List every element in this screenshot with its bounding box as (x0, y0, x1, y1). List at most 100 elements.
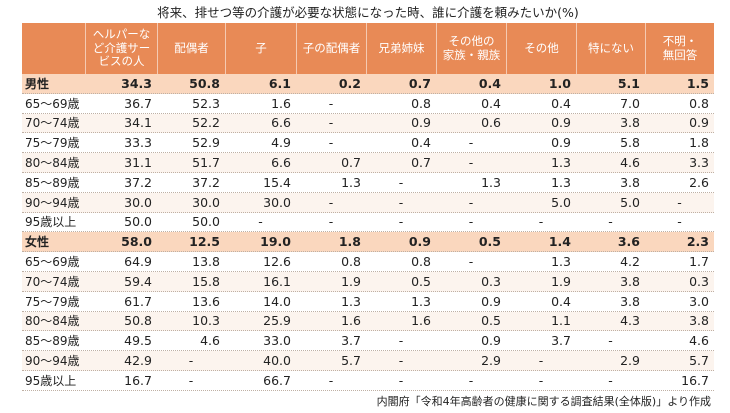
cell-child: 6.1 (268, 75, 291, 91)
cell-other-family: 1.3 (481, 174, 501, 190)
group-total-row: 男性 34.3 50.8 6.1 0.2 0.7 0.4 1.0 5.1 1.5 (22, 74, 714, 94)
cell-care-service: 16.7 (124, 372, 152, 388)
cell-spouse: 51.7 (192, 155, 220, 171)
cell-sibling: 0.9 (408, 234, 431, 250)
header-row: ヘルパーな ど介護サー ビスの人 配偶者 子 子の配偶者 兄弟姉妹 その他の 家族・親族 そ… (22, 23, 714, 74)
column-header-label: 配偶者 (174, 40, 209, 55)
cell-other-family: 0.3 (481, 273, 501, 289)
table-row: 85～89歳 49.5 4.6 33.0 3.7 - 0.9 3.7 - 4.6 (22, 331, 714, 352)
column-header-no-answer: 不明・ 無回答 (645, 23, 714, 74)
cell-no-answer: 16.7 (681, 372, 709, 388)
cell-other: 1.0 (548, 75, 571, 91)
cell-other-family: - (468, 135, 474, 151)
cell-spouse: 37.2 (192, 174, 220, 190)
cell-no-answer: 0.8 (689, 95, 709, 111)
cell-spouse: 50.8 (189, 75, 220, 91)
table-body: 男性 34.3 50.8 6.1 0.2 0.7 0.4 1.0 5.1 1.5 65～69歳 36.… (22, 74, 714, 391)
cell-none: 3.8 (620, 115, 640, 131)
cell-none: 3.8 (620, 174, 640, 190)
age-group-label: 75～79歳 (25, 136, 80, 151)
cell-none: - (608, 214, 613, 230)
cell-child: 33.0 (263, 333, 291, 349)
cell-child-spouse: - (328, 214, 334, 230)
cell-care-service: 31.1 (124, 155, 152, 171)
age-group-label: 65～69歳 (25, 96, 80, 111)
cell-sibling: - (398, 333, 404, 349)
cell-child-spouse: - (328, 95, 334, 111)
cell-other: 1.3 (551, 174, 571, 190)
table-row: 75～79歳 61.7 13.6 14.0 1.3 1.3 0.9 0.4 3.8 3.0 (22, 291, 714, 312)
cell-sibling: 0.7 (408, 75, 431, 91)
table-row: 75～79歳 33.3 52.9 4.9 - 0.4 - 0.9 5.8 1.8 (22, 133, 714, 154)
table-row: 80～84歳 31.1 51.7 6.6 0.7 0.7 - 1.3 4.6 3.3 (22, 153, 714, 173)
cell-spouse: 52.3 (192, 95, 220, 111)
cell-none: 4.6 (620, 155, 640, 171)
cell-spouse: 10.3 (192, 313, 220, 329)
table-row: 95歳以上 50.0 50.0 - - - - - - - (22, 212, 714, 233)
column-header-label: 子の配偶者 (302, 40, 361, 55)
header-corner-cell (22, 23, 85, 74)
cell-none: - (608, 372, 613, 388)
cell-other: 0.4 (551, 95, 571, 111)
table-title: 将来、排せつ等の介護が必要な状態になった時、誰に介護を頼みたいか(%) (157, 5, 579, 20)
age-group-label: 65～69歳 (25, 255, 80, 270)
cell-other-family: 0.9 (481, 293, 501, 309)
cell-care-service: 33.3 (124, 135, 152, 151)
cell-other-family: - (468, 254, 474, 270)
cell-child: 66.7 (263, 372, 291, 388)
table-row: 65～69歳 36.7 52.3 1.6 - 0.8 0.4 0.4 7.0 0.8 (22, 93, 714, 114)
cell-no-answer: 3.8 (689, 313, 709, 329)
cell-sibling: 0.8 (411, 95, 431, 111)
cell-no-answer: 3.0 (689, 293, 709, 309)
column-header-label: 特にない (588, 40, 634, 55)
table-row: 70～74歳 59.4 15.8 16.1 1.9 0.5 0.3 1.9 3.8 0.3 (22, 271, 714, 292)
cell-care-service: 37.2 (124, 174, 152, 190)
cell-none: 5.0 (620, 194, 640, 210)
cell-no-answer: 1.7 (689, 254, 709, 270)
cell-care-service: 64.9 (124, 254, 152, 270)
cell-child: 40.0 (263, 353, 291, 369)
age-group-label: 90～94歳 (25, 354, 80, 369)
cell-sibling: 0.4 (411, 135, 431, 151)
cell-child-spouse: - (328, 135, 334, 151)
column-header-spouse: 配偶者 (157, 23, 225, 74)
age-group-label: 95歳以上 (25, 215, 77, 230)
age-group-label: 80～84歳 (25, 156, 80, 171)
cell-child: - (258, 214, 263, 230)
cell-child: 6.6 (271, 115, 291, 131)
table-row: 70～74歳 34.1 52.2 6.6 - 0.9 0.6 0.9 3.8 0.9 (22, 113, 714, 134)
cell-child-spouse: 1.3 (341, 293, 361, 309)
cell-sibling: - (398, 194, 404, 210)
cell-care-service: 36.7 (124, 95, 152, 111)
cell-other: - (538, 353, 544, 369)
cell-child: 15.4 (263, 174, 291, 190)
column-header-other: その他 (506, 23, 576, 74)
column-header-label: その他 (524, 40, 559, 55)
cell-child-spouse: 0.2 (338, 75, 361, 91)
cell-child-spouse: 1.3 (341, 174, 361, 190)
cell-no-answer: 0.3 (689, 273, 709, 289)
table-row: 95歳以上 16.7 - 66.7 - - - - - 16.7 (22, 370, 714, 391)
cell-no-answer: 2.3 (686, 234, 709, 250)
column-header-label: その他の 家族・親族 (442, 34, 501, 62)
cell-no-answer: 1.8 (689, 135, 709, 151)
age-group-label: 90～94歳 (25, 195, 80, 210)
table-row: 65～69歳 64.9 13.8 12.6 0.8 0.8 - 1.3 4.2 1.7 (22, 252, 714, 272)
cell-no-answer: - (677, 214, 682, 230)
cell-no-answer: 3.3 (689, 155, 709, 171)
cell-no-answer: 5.7 (689, 353, 709, 369)
cell-other: - (538, 214, 544, 230)
source-note: 内閣府「令和4年高齢者の健康に関する調査結果(全体版)」より作成 (376, 395, 711, 408)
column-header-child: 子 (225, 23, 296, 74)
data-table: ヘルパーな ど介護サー ビスの人 配偶者 子 子の配偶者 兄弟姉妹 その他の 家族・親族 そ… (22, 23, 714, 391)
cell-care-service: 61.7 (124, 293, 152, 309)
cell-sibling: - (398, 372, 404, 388)
age-group-label: 70～74歳 (25, 274, 80, 289)
cell-none: 7.0 (620, 95, 640, 111)
cell-child-spouse: - (328, 372, 334, 388)
group-total-row: 女性 58.0 12.5 19.0 1.8 0.9 0.5 1.4 3.6 2.3 (22, 232, 714, 253)
cell-child-spouse: 1.6 (341, 313, 361, 329)
cell-no-answer: - (677, 194, 682, 210)
age-group-label: 80～84歳 (25, 314, 80, 329)
cell-none: 5.1 (617, 75, 640, 91)
